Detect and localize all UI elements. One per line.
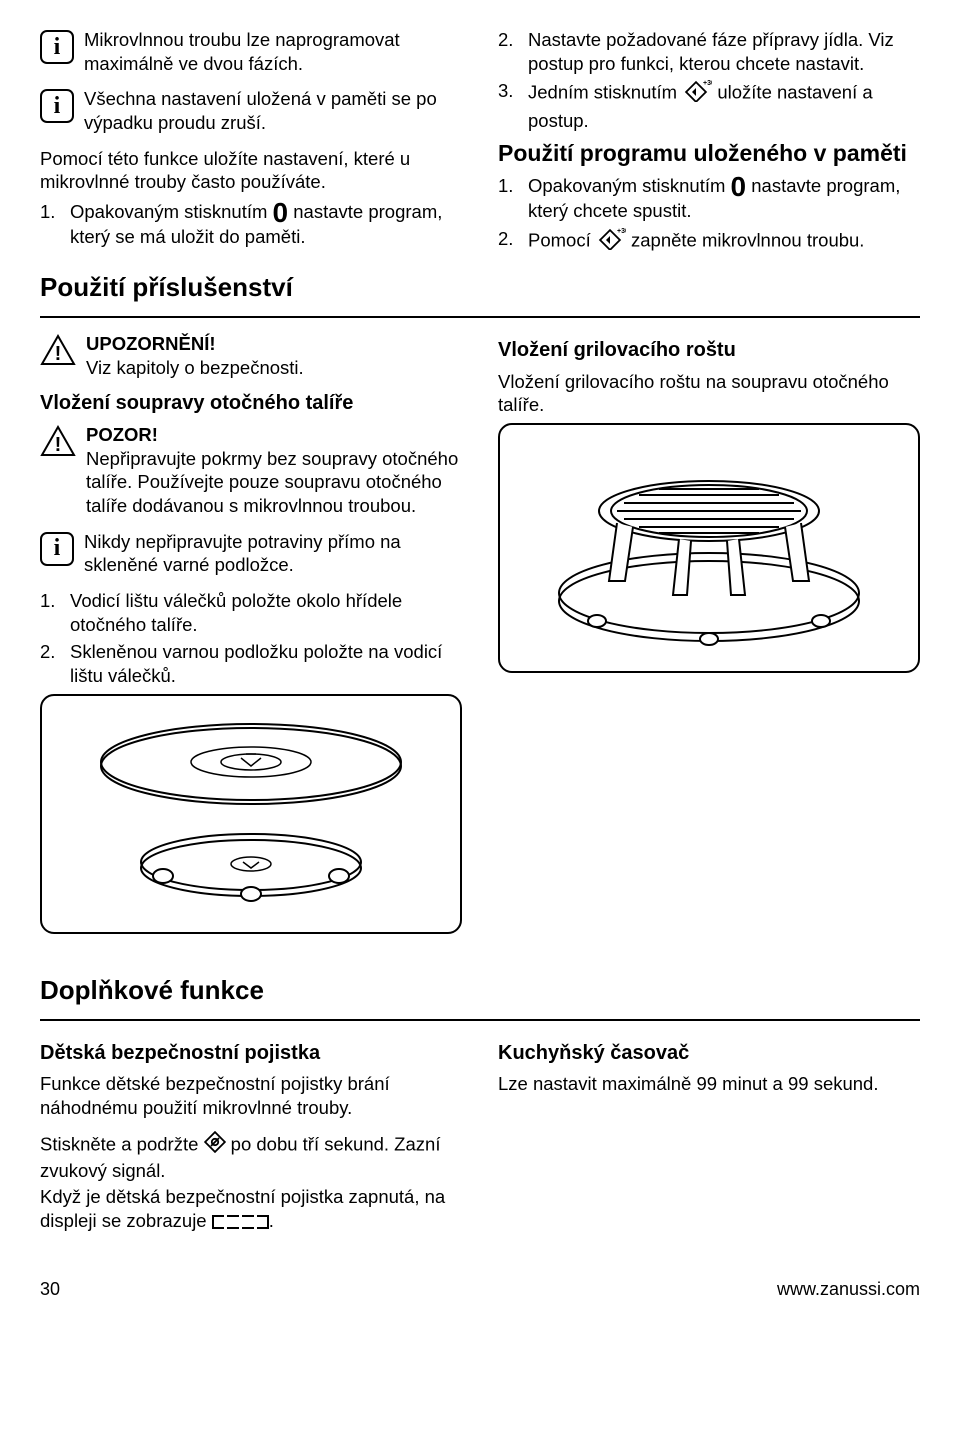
- info-note-2-text: Všechna nastavení uložená v paměti se po…: [84, 87, 462, 134]
- memory-intro: Pomocí této funkce uložíte nastavení, kt…: [40, 147, 462, 194]
- section-accessories: ! UPOZORNĚNÍ! Viz kapitoly o bezpečnosti…: [40, 332, 920, 934]
- col-right: Kuchyňský časovač Lze nastavit maximálně…: [498, 1035, 920, 1233]
- memory-use-steps: 1. Opakovaným stisknutím 0 nastavte prog…: [498, 174, 920, 257]
- info-icon: i: [40, 30, 74, 64]
- page-footer: 30 www.zanussi.com: [40, 1278, 920, 1301]
- step-num: 3.: [498, 79, 520, 132]
- page-number: 30: [40, 1278, 60, 1301]
- info-note-3-text: Nikdy nepřipravujte potraviny přímo na s…: [84, 530, 462, 577]
- step-3: 3. Jedním stisknutím +30 uložíte nastave…: [498, 79, 920, 132]
- step-1: 1. Opakovaným stisknutím 0 nastavte prog…: [40, 200, 462, 249]
- step-num: 2.: [498, 227, 520, 257]
- childlock-heading: Dětská bezpečnostní pojistka: [40, 1041, 462, 1067]
- divider: [40, 1019, 920, 1021]
- info-note-1-text: Mikrovlnnou troubu lze naprogramovat max…: [84, 28, 462, 75]
- footer-url: www.zanussi.com: [777, 1278, 920, 1301]
- step-text: Vodicí lištu válečků položte okolo hříde…: [70, 589, 462, 636]
- warning-icon: !: [40, 425, 76, 457]
- step-text: Pomocí +30 zapněte mikrovlnnou troubu.: [528, 227, 864, 257]
- stop-diamond-icon: [204, 1131, 226, 1159]
- info-note-2: i Všechna nastavení uložená v paměti se …: [40, 87, 462, 134]
- col-left: ! UPOZORNĚNÍ! Viz kapitoly o bezpečnosti…: [40, 332, 462, 934]
- section-memory: i Mikrovlnnou troubu lze naprogramovat m…: [40, 28, 920, 261]
- step-post: zapněte mikrovlnnou troubu.: [631, 230, 864, 251]
- step-pre: Opakovaným stisknutím: [70, 201, 273, 222]
- caution-title: POZOR!: [86, 424, 158, 445]
- grill-heading: Vložení grilovacího roštu: [498, 338, 920, 364]
- p3-post: .: [269, 1210, 274, 1231]
- display-indicator-icon: [212, 1215, 269, 1229]
- col-left: Dětská bezpečnostní pojistka Funkce děts…: [40, 1035, 462, 1233]
- svg-text:+30: +30: [703, 80, 712, 87]
- timer-heading: Kuchyňský časovač: [498, 1041, 920, 1067]
- warning-icon: !: [40, 334, 76, 366]
- step-text: Skleněnou varnou podložku položte na vod…: [70, 640, 462, 687]
- memory-steps-right: 2. Nastavte požadované fáze přípravy jíd…: [498, 28, 920, 133]
- section-extra-title: Doplňkové funkce: [40, 974, 920, 1007]
- step-text: Jedním stisknutím +30 uložíte nastavení …: [528, 79, 920, 132]
- step-num: 1.: [40, 200, 62, 249]
- warning-1-text: UPOZORNĚNÍ! Viz kapitoly o bezpečnosti.: [86, 332, 462, 379]
- step-text: Nastavte požadované fáze přípravy jídla.…: [528, 28, 920, 75]
- use-step-2: 2. Pomocí +30 zapněte mikrovlnnou troubu…: [498, 227, 920, 257]
- svg-text:!: !: [55, 343, 62, 365]
- step-num: 2.: [498, 28, 520, 75]
- childlock-p3: Když je dětská bezpečnostní pojistka zap…: [40, 1185, 462, 1232]
- info-icon: i: [40, 89, 74, 123]
- timer-text: Lze nastavit maximálně 99 minut a 99 sek…: [498, 1072, 920, 1096]
- grill-text: Vložení grilovacího roštu na soupravu ot…: [498, 370, 920, 417]
- memory-use-title: Použití programu uloženého v paměti: [498, 139, 920, 168]
- col-left: i Mikrovlnnou troubu lze naprogramovat m…: [40, 28, 462, 261]
- zero-icon: 0: [273, 200, 289, 225]
- step-text: Opakovaným stisknutím 0 nastavte program…: [70, 200, 462, 249]
- caution-body: Nepřipravujte pokrmy bez soupravy otočné…: [86, 448, 458, 516]
- step-num: 2.: [40, 640, 62, 687]
- warning-1: ! UPOZORNĚNÍ! Viz kapitoly o bezpečnosti…: [40, 332, 462, 379]
- step-pre: Opakovaným stisknutím: [528, 175, 731, 196]
- section-accessories-title: Použití příslušenství: [40, 271, 920, 304]
- info-note-3: i Nikdy nepřipravujte potraviny přímo na…: [40, 530, 462, 577]
- divider: [40, 316, 920, 318]
- turntable-figure: [40, 694, 462, 934]
- turntable-steps: 1. Vodicí lištu válečků položte okolo hř…: [40, 589, 462, 688]
- grill-figure: [498, 423, 920, 673]
- step-num: 1.: [40, 589, 62, 636]
- step-num: 1.: [498, 174, 520, 223]
- step-pre: Pomocí: [528, 230, 596, 251]
- step-text: Opakovaným stisknutím 0 nastavte program…: [528, 174, 920, 223]
- zero-icon: 0: [731, 174, 747, 199]
- col-right: 2. Nastavte požadované fáze přípravy jíd…: [498, 28, 920, 261]
- caution-1-text: POZOR! Nepřipravujte pokrmy bez soupravy…: [86, 423, 462, 518]
- memory-steps-left: 1. Opakovaným stisknutím 0 nastavte prog…: [40, 200, 462, 249]
- step-2: 2. Nastavte požadované fáze přípravy jíd…: [498, 28, 920, 75]
- turntable-heading: Vložení soupravy otočného talíře: [40, 391, 462, 417]
- tt-step-2: 2. Skleněnou varnou podložku položte na …: [40, 640, 462, 687]
- p2-pre: Stiskněte a podržte: [40, 1134, 204, 1155]
- step-pre: Jedním stisknutím: [528, 82, 682, 103]
- col-right: Vložení grilovacího roštu Vložení grilov…: [498, 332, 920, 934]
- grill-illustration: [529, 433, 889, 663]
- caution-1: ! POZOR! Nepřipravujte pokrmy bez soupra…: [40, 423, 462, 518]
- warning-title: UPOZORNĚNÍ!: [86, 333, 216, 354]
- plus30-diamond-icon: +30: [596, 226, 626, 256]
- tt-step-1: 1. Vodicí lištu válečků položte okolo hř…: [40, 589, 462, 636]
- svg-text:+30: +30: [617, 228, 626, 235]
- childlock-p1: Funkce dětské bezpečnostní pojistky brán…: [40, 1072, 462, 1119]
- childlock-p2: Stiskněte a podržte po dobu tří sekund. …: [40, 1132, 462, 1183]
- warning-body: Viz kapitoly o bezpečnosti.: [86, 357, 304, 378]
- use-step-1: 1. Opakovaným stisknutím 0 nastavte prog…: [498, 174, 920, 223]
- svg-text:!: !: [55, 434, 62, 456]
- info-note-1: i Mikrovlnnou troubu lze naprogramovat m…: [40, 28, 462, 75]
- info-icon: i: [40, 532, 74, 566]
- plus30-diamond-icon: +30: [682, 78, 712, 108]
- turntable-illustration: [71, 704, 431, 924]
- section-extra: Dětská bezpečnostní pojistka Funkce děts…: [40, 1035, 920, 1233]
